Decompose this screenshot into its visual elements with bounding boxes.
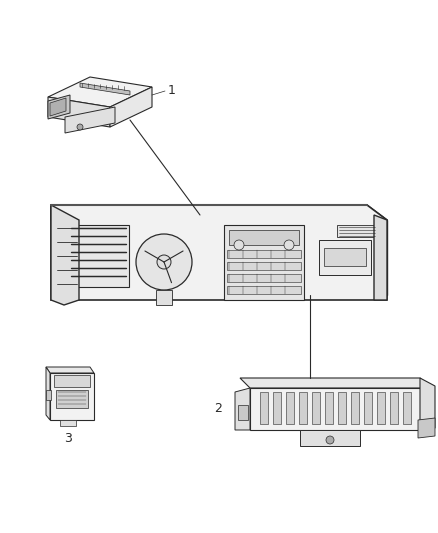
Polygon shape [374,215,387,300]
Bar [338,392,346,424]
Bar [319,240,371,275]
Bar [238,405,248,420]
Bar [227,274,301,282]
Bar [69,225,129,287]
Bar [227,250,301,258]
Circle shape [326,436,334,444]
Polygon shape [50,373,94,420]
Bar [260,392,268,424]
Polygon shape [420,378,435,430]
Bar [56,390,88,408]
Polygon shape [51,205,79,305]
Bar [337,225,377,237]
Bar [273,392,281,424]
Bar [156,290,172,305]
Polygon shape [235,388,250,430]
Polygon shape [46,367,50,420]
Bar [312,392,320,424]
Bar [227,262,301,270]
Bar [60,420,76,426]
Text: 1: 1 [168,85,176,98]
Bar [325,392,333,424]
Bar [364,392,372,424]
Polygon shape [250,388,430,430]
Polygon shape [48,97,110,127]
Bar [390,392,398,424]
Polygon shape [48,95,70,119]
Bar [54,375,90,387]
Text: 2: 2 [214,401,222,415]
Bar [229,230,299,245]
Circle shape [234,240,244,250]
Bar [351,392,359,424]
Polygon shape [110,87,152,127]
Bar [324,248,366,266]
Polygon shape [51,220,387,295]
Polygon shape [65,107,115,133]
Circle shape [284,240,294,250]
Bar [299,392,307,424]
Polygon shape [46,367,94,373]
Bar [377,392,385,424]
Bar [403,392,411,424]
Bar [286,392,294,424]
Circle shape [77,124,83,130]
Circle shape [136,234,192,290]
Polygon shape [50,98,66,116]
Polygon shape [51,205,387,220]
Polygon shape [48,77,152,107]
Bar [224,225,304,300]
Polygon shape [80,83,130,95]
Polygon shape [418,418,435,438]
Polygon shape [300,430,360,446]
Bar [227,286,301,294]
Bar [46,390,51,400]
Polygon shape [51,205,387,300]
Circle shape [157,255,171,269]
Text: 3: 3 [64,432,72,446]
Polygon shape [240,378,430,388]
